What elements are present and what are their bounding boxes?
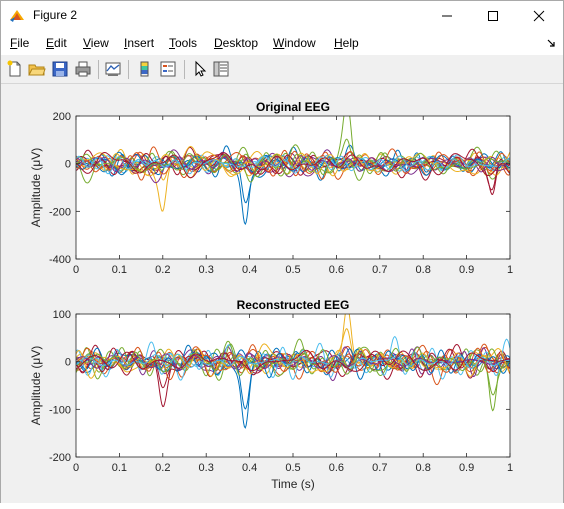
x-tick-label: 0.3 [199,264,214,276]
maximize-icon [488,11,498,21]
x-tick-label: 0.4 [242,462,257,474]
x-tick-label: 0 [73,264,79,276]
save-icon[interactable] [51,60,69,78]
menu-tools-mnemonic: T [169,36,175,50]
menu-view-label: iew [90,36,109,50]
x-tick-label: 0.8 [416,462,431,474]
menu-insert-label: nsert [127,36,155,50]
y-tick-label: 200 [53,111,71,123]
y-axis-label: Amplitude (μV) [29,346,43,426]
print-icon[interactable] [74,60,92,78]
y-tick-label: 0 [65,357,71,369]
menu-window[interactable]: Window [273,36,316,50]
y-tick-label: 100 [53,309,71,321]
window-title: Figure 2 [33,8,78,22]
x-tick-label: 0.3 [199,462,214,474]
plot-area [76,116,510,259]
menu-desktop-label: esktop [222,36,259,50]
legend-icon[interactable] [159,60,177,78]
toolbar-separator [98,60,99,79]
menu-tools[interactable]: Tools [169,36,197,50]
menu-window-mnemonic: W [273,36,285,50]
menu-help[interactable]: Help [334,36,359,50]
menu-insert[interactable]: Insert [124,36,154,50]
minimize-button[interactable] [424,1,470,31]
x-tick-label: 0 [73,462,79,474]
matlab-icon [10,10,24,22]
plot-area [76,314,510,457]
menu-edit[interactable]: Edit [46,36,67,50]
menu-edit-label: dit [54,36,67,50]
x-tick-label: 0.9 [459,264,474,276]
axes-title: Original EEG [256,100,330,114]
bottom-edge [0,503,564,507]
menu-file-label: ile [17,36,30,50]
x-tick-label: 0.6 [329,462,344,474]
colorbar-icon[interactable] [136,60,154,78]
x-tick-label: 0.1 [112,462,127,474]
close-button[interactable] [516,1,562,31]
axes-title: Reconstructed EEG [237,298,350,312]
title-bar[interactable]: Figure 2 [1,1,563,31]
close-icon [533,10,545,22]
toolbar-separator [128,60,129,79]
x-tick-label: 1 [507,462,513,474]
x-tick-label: 0.9 [459,462,474,474]
menu-help-mnemonic: H [334,36,343,50]
x-tick-label: 0.6 [329,264,344,276]
figure-toolbar [1,56,563,84]
menu-insert-mnemonic: I [124,36,128,50]
eeg-series-line [76,151,510,183]
series-group [76,314,510,429]
menu-bar: File Edit View Insert Tools Desktop Wind… [1,31,563,55]
y-axis-label: Amplitude (μV) [29,148,43,228]
x-tick-label: 0.1 [112,264,127,276]
x-tick-label: 1 [507,264,513,276]
eeg-series-line [76,154,510,175]
eeg-series-line [76,151,510,179]
menu-tools-label: ools [175,36,198,50]
eeg-series-line [76,150,510,180]
menu-file-mnemonic: F [10,36,18,50]
x-tick-label: 0.7 [372,462,387,474]
y-tick-label: -400 [49,254,71,266]
x-tick-label: 0.5 [285,462,300,474]
maximize-button[interactable] [470,1,516,31]
property-inspector-icon[interactable] [212,60,230,78]
menu-desktop-mnemonic: D [214,36,223,50]
x-axis-label: Time (s) [271,477,315,491]
figure-plots: 0 0.1 0.2 0.3 0.4 0.5 0.6 0.7 0.8 0.9 12000-200-40… [29,100,513,491]
menu-file[interactable]: File [10,36,29,50]
toolbar-separator [184,60,185,79]
minimize-icon [442,15,452,17]
y-tick-label: -100 [49,404,71,416]
menu-view[interactable]: View [83,36,109,50]
series-group [76,116,510,226]
axes-1[interactable]: 0 0.1 0.2 0.3 0.4 0.5 0.6 0.7 0.8 0.9 1 200 0 -200 -40… [29,100,513,276]
pointer-icon[interactable] [191,60,209,78]
new-figure-icon[interactable] [6,60,24,78]
eeg-series-line [76,349,510,372]
dock-arrow-icon[interactable] [547,39,555,47]
eeg-series-line [76,155,510,173]
x-tick-label: 0.5 [285,264,300,276]
link-plot-icon[interactable] [104,60,122,78]
x-tick-label: 0.2 [155,462,170,474]
x-tick-label: 0.4 [242,264,257,276]
menu-desktop[interactable]: Desktop [214,36,258,50]
menu-view-mnemonic: V [83,36,91,50]
menu-edit-mnemonic: E [46,36,55,50]
y-tick-label: -200 [49,452,71,464]
axes-2[interactable]: 0 0.1 0.2 0.3 0.4 0.5 0.6 0.7 0.8 0.9 1 100 0 -100 -20… [29,298,513,491]
x-tick-label: 0.2 [155,264,170,276]
x-tick-label: 0.7 [372,264,387,276]
open-file-icon[interactable] [28,60,46,78]
x-tick-label: 0.8 [416,264,431,276]
menu-help-label: elp [342,36,359,50]
y-tick-label: -200 [49,206,71,218]
figure-canvas: 0 0.1 0.2 0.3 0.4 0.5 0.6 0.7 0.8 0.9 1 200 0 -200 -40… [3,84,563,504]
menu-window-label: indow [284,36,316,50]
y-tick-label: 0 [65,159,71,171]
